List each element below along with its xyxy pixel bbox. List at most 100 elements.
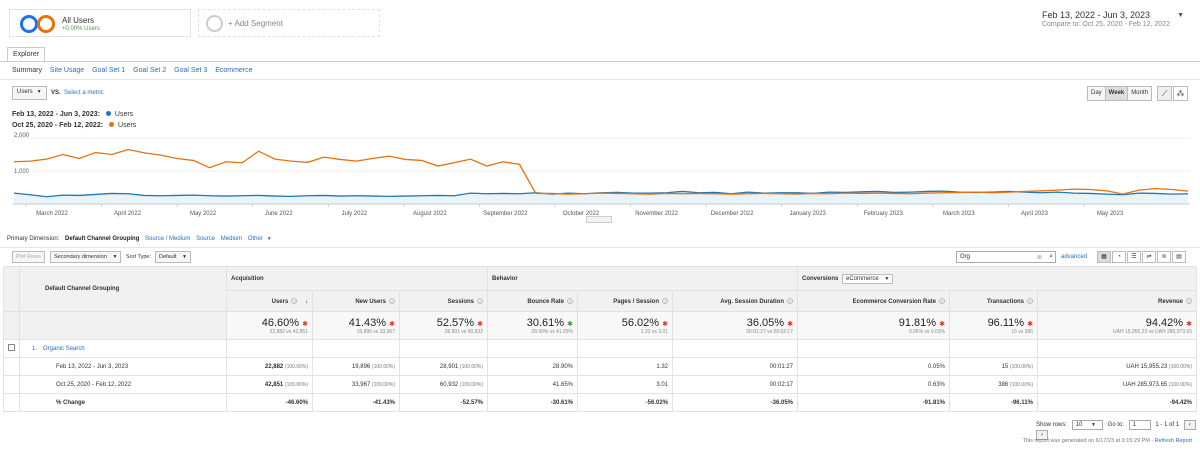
totals-row: 46.60% ✱ 22,882 vs 42,851 41.43% ✱ 19,896 … xyxy=(3,311,1197,340)
col-bounce-rate-label: Bounce Rate xyxy=(527,298,564,305)
dim-header[interactable]: Default Channel Grouping xyxy=(19,266,227,312)
granularity-month-button[interactable]: Month xyxy=(1128,87,1151,100)
comparison-view-icon[interactable]: ⇌ xyxy=(1142,251,1156,263)
clear-icon[interactable]: ⊗ xyxy=(1036,255,1042,261)
total-bounce-rate-value: 30.61% xyxy=(526,316,565,329)
select-metric-link[interactable]: Select a metric xyxy=(64,90,104,96)
change-bounce: -30.61% xyxy=(487,393,578,412)
refresh-report-link[interactable]: Refresh Report xyxy=(1154,438,1192,444)
col-avg-session-duration-label: Avg. Session Duration xyxy=(720,298,784,305)
report-tabs: Explorer xyxy=(7,47,46,62)
select-all-cell xyxy=(3,266,20,312)
col-users[interactable]: Users? ↓ xyxy=(226,290,313,312)
table-search-input[interactable]: Org ⊗ ⌕ xyxy=(956,251,1056,263)
segment-all-users[interactable]: All Users +0.00% Users xyxy=(9,9,191,37)
change-label: % Change xyxy=(19,393,227,412)
total-bounce-rate: 30.61% ✱ 28.90% vs 41.65% xyxy=(487,311,578,340)
secondary-dimension-select[interactable]: Secondary dimension ▼ xyxy=(50,251,122,263)
motion-chart-icon[interactable]: ⁂ xyxy=(1173,86,1188,101)
dimension-medium[interactable]: Medium xyxy=(220,236,243,242)
group-conversions-label: Conversions xyxy=(802,275,839,282)
cell-users-value: 22,882 xyxy=(264,363,284,370)
change-revenue: -94.42% xyxy=(1037,393,1197,412)
metric-select[interactable]: Users ▼ xyxy=(12,86,47,100)
total-conversion-rate: 91.81% ✱ 0.05% vs 0.63% xyxy=(797,311,950,340)
dimension-default-channel[interactable]: Default Channel Grouping xyxy=(65,236,140,242)
col-sessions[interactable]: Sessions? xyxy=(399,290,488,312)
goto-label: Go to: xyxy=(1107,422,1125,428)
cell-revenue: UAH 15,955.23 (100.00%) xyxy=(1037,357,1197,376)
col-new-users[interactable]: New Users? xyxy=(312,290,400,312)
change-new-users: -41.43% xyxy=(312,393,400,412)
dimension-source-medium[interactable]: Source / Medium xyxy=(145,236,191,242)
prev-page-button[interactable]: ‹ xyxy=(1183,420,1196,430)
total-users: 46.60% ✱ 22,882 vs 42,851 xyxy=(226,311,313,340)
dimension-other[interactable]: Other xyxy=(247,236,263,242)
cell-transactions-value: 386 xyxy=(998,381,1009,388)
date-range-picker[interactable]: Feb 13, 2022 - Jun 3, 2023 Compare to: O… xyxy=(1041,10,1184,28)
cell-new-users: 33,967 (100.00%) xyxy=(312,375,400,394)
row-label: Oct 25, 2020 - Feb 12, 2022 xyxy=(19,375,227,394)
chart-resize-handle[interactable] xyxy=(586,216,612,223)
cell-revenue: UAH 285,973.65 (100.00%) xyxy=(1037,375,1197,394)
show-rows-select[interactable]: 10 ▼ xyxy=(1071,420,1103,430)
cell-pages: 3.01 xyxy=(577,375,673,394)
cell-empty xyxy=(3,375,20,394)
help-icon: ? xyxy=(1027,297,1033,304)
x-tick-label: February 2023 xyxy=(864,211,904,217)
next-page-button[interactable]: › xyxy=(1036,430,1048,440)
add-segment-button[interactable]: + Add Segment xyxy=(198,9,380,37)
divider xyxy=(0,61,1200,62)
cell-revenue-value: UAH 285,973.65 xyxy=(1122,381,1168,388)
date-range-compare: Compare to: Oct 25, 2020 - Feb 12, 2022 xyxy=(1041,21,1170,28)
table-row: Feb 13, 2022 - Jun 3, 2023 22,882 (100.0… xyxy=(3,357,1197,376)
col-bounce-rate[interactable]: Bounce Rate? xyxy=(487,290,578,312)
conversions-select[interactable]: eCommerce ▼ xyxy=(842,273,894,284)
term-cloud-icon[interactable]: ≋ xyxy=(1157,251,1171,263)
performance-view-icon[interactable]: ☰ xyxy=(1127,251,1141,263)
subtab-site-usage[interactable]: Site Usage xyxy=(49,67,85,74)
line-chart-icon[interactable]: ⟋ xyxy=(1157,86,1172,101)
legend-dot-blue xyxy=(105,111,111,116)
col-pages-session[interactable]: Pages / Session? xyxy=(577,290,673,312)
pivot-view-icon[interactable]: ▤ xyxy=(1172,251,1186,263)
cell-bounce: 41.65% xyxy=(487,375,578,394)
subtab-goal-set-2[interactable]: Goal Set 2 xyxy=(133,67,167,74)
col-transactions[interactable]: Transactions? xyxy=(949,290,1038,312)
search-icon[interactable]: ⌕ xyxy=(1049,253,1053,260)
change-duration: -36.05% xyxy=(672,393,798,412)
cell-empty xyxy=(399,339,488,358)
granularity-day-button[interactable]: Day xyxy=(1088,87,1106,100)
advanced-filter-link[interactable]: advanced xyxy=(1061,254,1088,260)
cell-new-users-pct: (100.00%) xyxy=(371,363,395,370)
col-revenue[interactable]: Revenue? xyxy=(1037,290,1197,312)
subtab-summary[interactable]: Summary xyxy=(12,67,42,74)
subtab-goal-set-3[interactable]: Goal Set 3 xyxy=(174,67,208,74)
row-dimension-cell: 1. Organic Search xyxy=(19,339,227,358)
row-organic-search-link[interactable]: Organic Search xyxy=(43,345,85,352)
footer-note: This report was generated on 6/17/23 at … xyxy=(1023,438,1192,444)
cell-transactions: 386 (100.00%) xyxy=(949,375,1038,394)
col-avg-session-duration[interactable]: Avg. Session Duration? xyxy=(672,290,798,312)
legend-dot-orange xyxy=(109,122,115,127)
plot-rows-button[interactable]: Plot Rows xyxy=(12,251,45,263)
add-segment-label: + Add Segment xyxy=(228,19,283,28)
dimension-source[interactable]: Source xyxy=(196,236,216,242)
granularity-week-button[interactable]: Week xyxy=(1105,87,1129,100)
row-checkbox[interactable] xyxy=(8,344,15,351)
cell-empty xyxy=(3,357,20,376)
table-view-icon[interactable]: ▦ xyxy=(1097,251,1111,263)
subtab-goal-set-1[interactable]: Goal Set 1 xyxy=(92,67,126,74)
date-range-main: Feb 13, 2022 - Jun 3, 2023 xyxy=(1041,10,1151,20)
sort-type-select[interactable]: Default ▼ xyxy=(155,251,191,263)
totals-blank xyxy=(19,311,227,340)
goto-input[interactable]: 1 xyxy=(1128,420,1151,430)
col-ecommerce-conversion[interactable]: Ecommerce Conversion Rate? xyxy=(797,290,950,312)
segment-rings-icon xyxy=(20,15,60,33)
tab-explorer[interactable]: Explorer xyxy=(7,47,46,61)
subtab-ecommerce[interactable]: Ecommerce xyxy=(215,67,253,74)
pie-view-icon[interactable]: ◔ xyxy=(1112,251,1126,263)
help-icon: ? xyxy=(567,297,573,304)
users-line-chart[interactable]: March 2022 April 2022 May 2022 June 2022 Jul… xyxy=(12,132,1190,224)
change-row: % Change -46.60% -41.43% -52.57% -30.61%… xyxy=(3,393,1197,412)
